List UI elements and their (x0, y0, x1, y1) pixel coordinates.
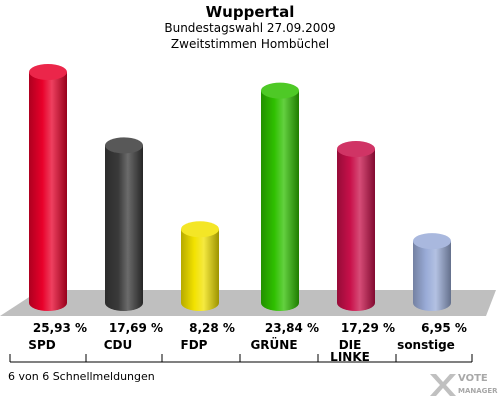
status-text: 6 von 6 Schnellmeldungen (8, 370, 155, 383)
bar-top-cdu (105, 137, 143, 154)
bar-die-linke (337, 148, 375, 311)
bar-top-fdp (181, 221, 219, 238)
chart-subtitle-2: Zweitstimmen Hombüchel (170, 37, 330, 51)
data-label: 17,69 % (109, 321, 163, 335)
category-label: FDP (181, 338, 208, 352)
category-label: GRÜNE (250, 337, 297, 352)
data-label: 6,95 % (421, 321, 467, 335)
logo-text-vote: VOTE (458, 373, 488, 384)
chart-subtitle: Bundestagswahl 27.09.2009 (164, 21, 336, 35)
bar-top-sonstige (413, 233, 451, 250)
chart-title: Wuppertal (205, 3, 295, 21)
data-label: 17,29 % (341, 321, 395, 335)
bar-top-grüne (261, 82, 299, 99)
category-label: LINKE (330, 350, 370, 364)
category-label: SPD (28, 338, 55, 352)
category-label: CDU (104, 338, 133, 352)
data-label: 23,84 % (265, 321, 319, 335)
bar-fdp (181, 229, 219, 311)
vote-manager-logo-icon: VOTE MANAGER (430, 373, 498, 396)
bar-spd (29, 72, 67, 311)
bar-cdu (105, 145, 143, 311)
bar-grüne (261, 90, 299, 311)
data-label: 8,28 % (189, 321, 235, 335)
bar-top-spd (29, 64, 67, 80)
data-label: 25,93 % (33, 321, 87, 335)
logo-text-manager: MANAGER (458, 387, 498, 395)
bar-sonstige (413, 241, 451, 311)
category-label: DIE (339, 338, 362, 352)
category-label: sonstige (397, 338, 455, 352)
bar-top-die-linke (337, 140, 375, 157)
